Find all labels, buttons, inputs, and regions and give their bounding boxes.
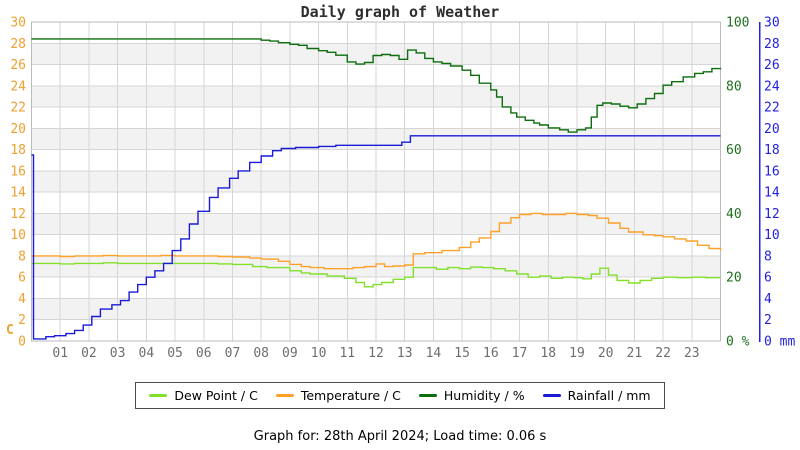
- svg-text:02: 02: [81, 346, 97, 361]
- svg-text:18: 18: [540, 346, 556, 361]
- svg-text:05: 05: [167, 346, 183, 361]
- svg-text:12: 12: [368, 346, 384, 361]
- svg-text:0: 0: [18, 335, 26, 350]
- legend-item-dew: Dew Point / C: [149, 388, 258, 403]
- svg-text:06: 06: [196, 346, 212, 361]
- svg-text:03: 03: [110, 346, 126, 361]
- svg-text:10: 10: [764, 228, 780, 243]
- svg-text:22: 22: [655, 346, 671, 361]
- series-line-rainfall: [31, 135, 721, 340]
- svg-text:20: 20: [764, 122, 780, 137]
- svg-text:80: 80: [726, 79, 742, 94]
- svg-text:07: 07: [225, 346, 241, 361]
- svg-text:10: 10: [311, 346, 327, 361]
- svg-text:11: 11: [339, 346, 355, 361]
- legend-item-temperature: Temperature / C: [275, 388, 401, 403]
- svg-text:0 mm: 0 mm: [764, 335, 795, 350]
- svg-text:6: 6: [18, 271, 26, 286]
- x-axis-labels: 01 02 03 04 05 06 07 08 09 10 11 12 13 14 15 16 17 18 19 20…: [52, 346, 699, 361]
- chart-legend: Dew Point / C Temperature / C Humidity / %…: [0, 382, 800, 409]
- svg-text:22: 22: [764, 101, 780, 116]
- chart-caption: Graph for: 28th April 2024; Load time: 0…: [253, 429, 547, 444]
- svg-text:16: 16: [10, 164, 26, 179]
- svg-text:23: 23: [684, 346, 700, 361]
- svg-text:13: 13: [397, 346, 413, 361]
- svg-text:8: 8: [18, 249, 26, 264]
- legend-label: Temperature / C: [300, 388, 401, 403]
- svg-text:28: 28: [764, 37, 780, 52]
- legend-item-humidity: Humidity / %: [418, 388, 525, 403]
- svg-text:14: 14: [426, 346, 442, 361]
- svg-text:17: 17: [512, 346, 528, 361]
- legend-label: Humidity / %: [443, 388, 525, 403]
- legend-box: Dew Point / C Temperature / C Humidity / %…: [135, 382, 665, 409]
- svg-text:4: 4: [764, 292, 772, 307]
- svg-text:2: 2: [764, 313, 772, 328]
- svg-text:26: 26: [10, 58, 26, 73]
- svg-text:09: 09: [282, 346, 298, 361]
- svg-text:24: 24: [10, 79, 26, 94]
- svg-text:60: 60: [726, 143, 742, 158]
- series-line-dew: [31, 262, 721, 288]
- left-axis-unit: C: [6, 323, 14, 338]
- legend-swatch-icon: [149, 394, 168, 397]
- svg-text:10: 10: [10, 228, 26, 243]
- plot-border: [31, 21, 721, 342]
- legend-swatch-icon: [275, 394, 294, 397]
- legend-swatch-icon: [418, 394, 437, 397]
- svg-text:12: 12: [764, 207, 780, 222]
- svg-text:4: 4: [18, 292, 26, 307]
- svg-text:04: 04: [139, 346, 155, 361]
- svg-text:28: 28: [10, 37, 26, 52]
- svg-text:20: 20: [598, 346, 614, 361]
- gridlines: [31, 21, 721, 342]
- legend-swatch-icon: [542, 394, 561, 397]
- svg-text:18: 18: [764, 143, 780, 158]
- svg-text:14: 14: [764, 186, 780, 201]
- svg-text:12: 12: [10, 207, 26, 222]
- svg-text:22: 22: [10, 101, 26, 116]
- svg-text:30: 30: [10, 16, 26, 31]
- svg-text:100: 100: [726, 16, 749, 31]
- svg-text:15: 15: [454, 346, 470, 361]
- series-line-humidity: [31, 38, 722, 133]
- chart-title: Daily graph of Weather: [300, 3, 500, 21]
- svg-text:6: 6: [764, 271, 772, 286]
- svg-text:8: 8: [764, 249, 772, 264]
- svg-text:30: 30: [764, 16, 780, 31]
- svg-text:2: 2: [18, 313, 26, 328]
- legend-label: Dew Point / C: [174, 388, 258, 403]
- svg-text:18: 18: [10, 143, 26, 158]
- svg-text:16: 16: [764, 164, 780, 179]
- svg-text:08: 08: [253, 346, 269, 361]
- svg-text:14: 14: [10, 186, 26, 201]
- svg-text:20: 20: [10, 122, 26, 137]
- y-axis-humidity-labels: 0 % 20 40 60 80 100: [726, 16, 750, 350]
- svg-text:26: 26: [764, 58, 780, 73]
- svg-text:16: 16: [483, 346, 499, 361]
- svg-text:0 %: 0 %: [726, 335, 750, 350]
- svg-text:19: 19: [569, 346, 585, 361]
- svg-text:20: 20: [726, 271, 742, 286]
- svg-text:40: 40: [726, 207, 742, 222]
- svg-text:01: 01: [52, 346, 68, 361]
- svg-text:24: 24: [764, 79, 780, 94]
- series-line-temperature: [31, 212, 722, 270]
- legend-item-rainfall: Rainfall / mm: [542, 388, 651, 403]
- svg-text:21: 21: [627, 346, 643, 361]
- legend-label: Rainfall / mm: [567, 388, 651, 403]
